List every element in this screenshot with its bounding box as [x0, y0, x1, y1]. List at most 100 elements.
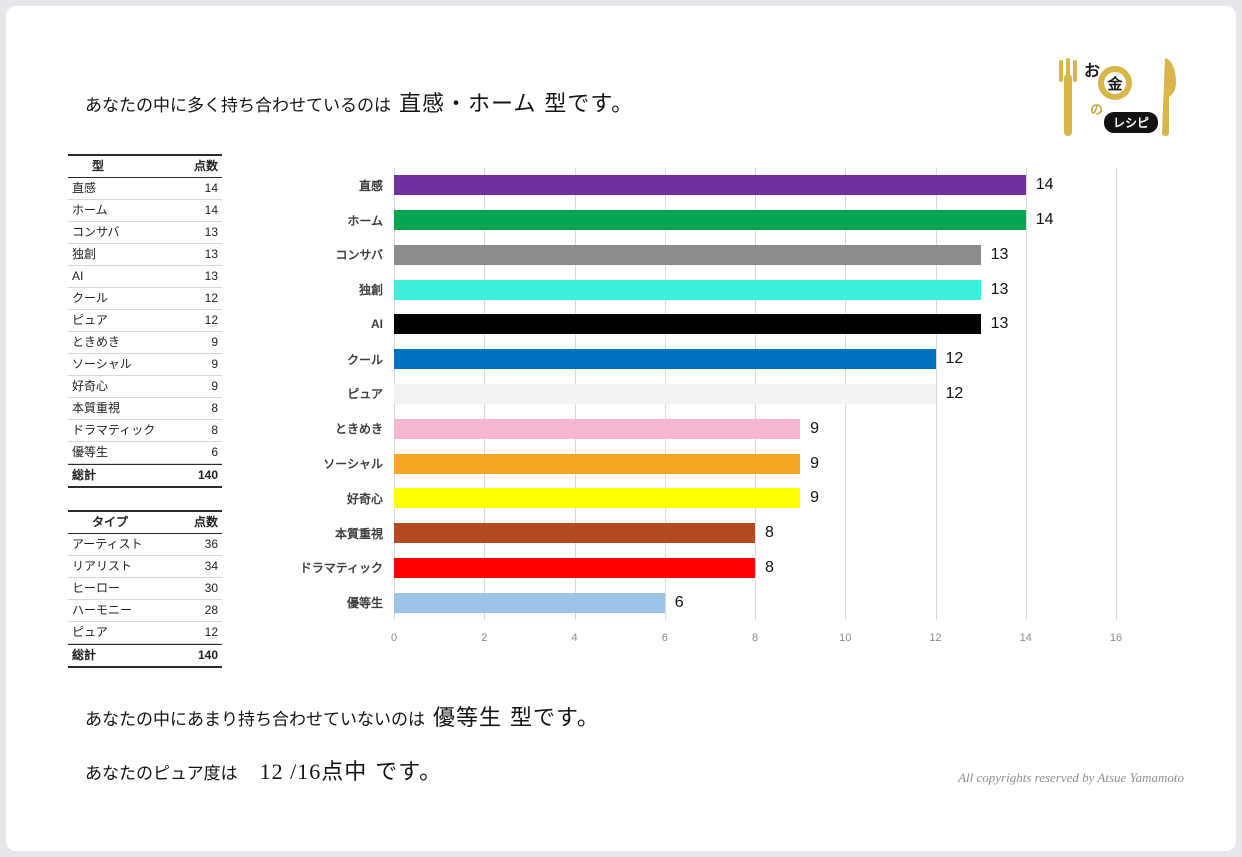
- chart-category-label: ソーシャル: [323, 457, 383, 471]
- chart-bar-row: 12: [394, 342, 1116, 377]
- type-score-table: 型点数 直感 14 ホーム 14 コンサバ 13 独創 13 AI 13 クール 12 ピュア 12 ときめ…: [68, 154, 222, 488]
- table-row: ホーム 14: [68, 200, 222, 222]
- fork-icon: [1059, 58, 1077, 136]
- chart-category-label: ホーム: [347, 213, 383, 228]
- chart-plot-area: 14 14 13 13 13 12 12 9 9 9 8 8 6: [394, 168, 1117, 620]
- logo-kin-char: 金: [1106, 75, 1123, 93]
- copyright-notice: All copyrights reserved by Atsue Yamamot…: [958, 770, 1184, 785]
- headline-suffix: 型です。: [544, 91, 635, 116]
- chart-bar-row: 8: [394, 516, 1116, 551]
- pure-suffix: です。: [375, 759, 443, 784]
- bar-value-label: 9: [810, 419, 820, 437]
- pure-score: 12 /16点中: [259, 759, 368, 784]
- chart-bar-row: 14: [394, 168, 1116, 203]
- table-row: ときめき 9: [68, 332, 222, 354]
- chart-bar-row: 14: [394, 203, 1116, 238]
- chart-bar-row: 9: [394, 481, 1116, 516]
- bar-value-label: 9: [810, 489, 820, 507]
- table-row: 直感 14: [68, 178, 222, 200]
- logo-recipe-badge: [1104, 112, 1158, 133]
- chart-category-label: 独創: [358, 283, 383, 298]
- logo-recipe-text: レシピ: [1113, 116, 1149, 130]
- x-tick-label: 0: [390, 632, 398, 644]
- chart-bar-row: 12: [394, 377, 1116, 412]
- bar-直感: [394, 175, 1026, 196]
- chart-category-label: ときめき: [334, 422, 383, 437]
- chart-bar-row: 13: [394, 238, 1116, 273]
- chart-category-label: 好奇心: [346, 491, 383, 506]
- chart-bar-row: 8: [394, 550, 1116, 585]
- bar-ドラマティック: [394, 557, 755, 578]
- bar-value-label: 13: [990, 245, 1009, 263]
- table-row: アーティスト 36: [68, 534, 222, 556]
- gridline: [1025, 168, 1027, 620]
- x-tick-label: 4: [571, 632, 578, 644]
- chart-category-label: ピュア: [347, 387, 383, 402]
- logo-o-char: お: [1084, 62, 1100, 80]
- pure-prefix: あなたのピュア度は: [85, 764, 238, 783]
- table-row: ピュア 12: [68, 310, 222, 332]
- chart-category-label: コンサバ: [335, 248, 383, 263]
- bar-chart: 直感 ホーム コンサバ 独創 AI クール ピュア ときめき ソーシャル 好奇心 本質重視 ドラマティ…: [300, 168, 1122, 654]
- bar-クール: [394, 349, 936, 370]
- table-total-row: 総計 140: [68, 644, 222, 668]
- bar-優等生: [394, 592, 665, 613]
- chart-bar-row: 9: [394, 446, 1116, 481]
- chart-category-label: 優等生: [346, 596, 383, 611]
- money-recipe-logo-icon: 金 お の レシピ: [1059, 58, 1176, 136]
- table-row: クール 12: [68, 288, 222, 310]
- chart-bar-row: 9: [394, 411, 1116, 446]
- bar-value-label: 6: [674, 593, 684, 611]
- chart-bars: 14 14 13 13 13 12 12 9 9 9 8 8 6: [394, 168, 1116, 620]
- chart-x-axis: 0 2 4 6 8 10 12 14 16: [390, 632, 1122, 648]
- bar-value-label: 13: [990, 315, 1009, 333]
- table-row: ソーシャル 9: [68, 354, 222, 376]
- chart-category-label: AI: [371, 317, 383, 332]
- table-row: 独創 13: [68, 244, 222, 266]
- bar-value-label: 14: [1035, 176, 1054, 194]
- table-row: リアリスト 34: [68, 556, 222, 578]
- chart-bar-row: 6: [394, 585, 1116, 620]
- bar-value-label: 13: [990, 280, 1009, 298]
- chart-category-label: 直感: [358, 178, 383, 193]
- bar-独創: [394, 279, 981, 300]
- table-row: 本質重視 8: [68, 398, 222, 420]
- least-type: 優等生: [433, 705, 503, 730]
- table-header: 型点数: [68, 154, 222, 178]
- bar-value-label: 14: [1035, 211, 1054, 229]
- logo-no-char: の: [1090, 102, 1103, 117]
- table-row: ピュア 12: [68, 622, 222, 644]
- gridline: [935, 168, 937, 620]
- coin-ring-icon: [1098, 66, 1132, 100]
- bar-value-label: 8: [765, 524, 774, 542]
- chart-bar-row: 13: [394, 272, 1116, 307]
- gridline: [1116, 168, 1117, 620]
- pure-score-sentence: あなたのピュア度は 12 /16点中 です。: [85, 754, 442, 786]
- x-tick-label: 6: [661, 632, 668, 644]
- headline-prefix: あなたの中に多く持ち合わせているのは: [85, 96, 391, 115]
- bar-本質重視: [394, 523, 755, 544]
- bar-value-label: 12: [945, 384, 964, 402]
- table-row: ヒーロー 30: [68, 578, 222, 600]
- x-tick-label: 10: [839, 632, 852, 644]
- bar-ときめき: [394, 418, 801, 439]
- chart-body: 直感 ホーム コンサバ 独創 AI クール ピュア ときめき ソーシャル 好奇心 本質重視 ドラマティ…: [300, 168, 1117, 620]
- x-tick-label: 8: [751, 632, 759, 644]
- bar-value-label: 9: [810, 454, 820, 472]
- x-tick-label: 16: [1109, 632, 1123, 644]
- bar-AI: [394, 314, 981, 335]
- score-tables: 型点数 直感 14 ホーム 14 コンサバ 13 独創 13 AI 13 クール 12 ピュア 12 ときめ…: [68, 154, 222, 690]
- bar-value-label: 8: [765, 558, 774, 576]
- bar-コンサバ: [394, 244, 981, 265]
- table-row: ドラマティック 8: [68, 420, 222, 442]
- chart-category-label: クール: [346, 352, 383, 367]
- headline-type: 直感・ホーム: [399, 91, 537, 116]
- table-row: 優等生 6: [68, 442, 222, 464]
- least-suffix: 型です。: [510, 705, 600, 730]
- brand-logo: 金 お の レシピ: [1052, 56, 1184, 140]
- x-tick-label: 14: [1019, 632, 1032, 644]
- table-row: 好奇心 9: [68, 376, 222, 398]
- x-tick-label: 2: [481, 632, 488, 644]
- table-row: AI 13: [68, 266, 222, 288]
- table-row: コンサバ 13: [68, 222, 222, 244]
